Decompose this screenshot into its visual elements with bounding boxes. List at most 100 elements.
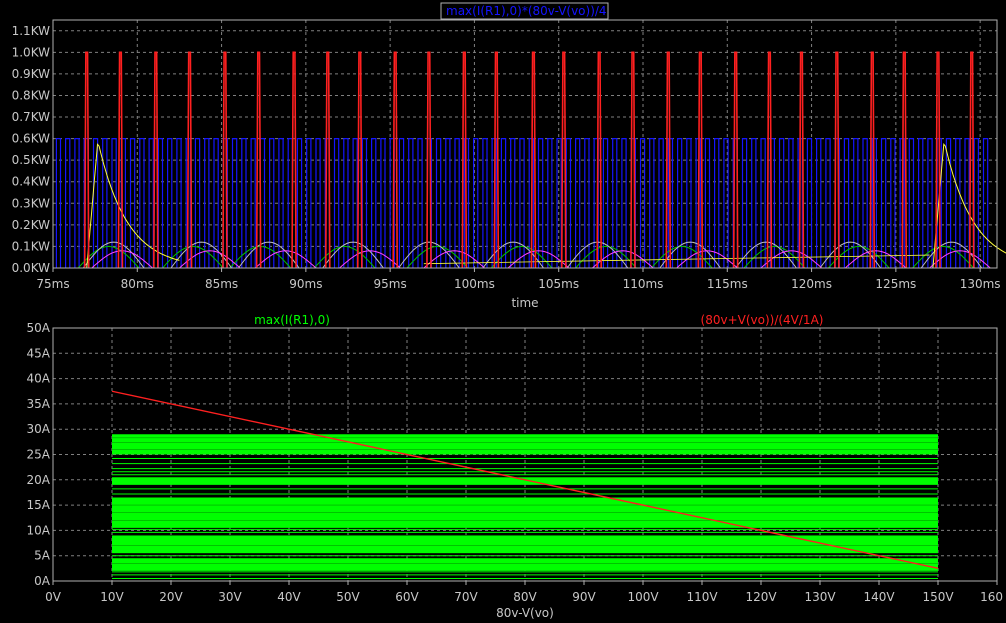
red-spike bbox=[222, 51, 228, 269]
bottom-y-tick-label: 10A bbox=[27, 523, 51, 537]
top-x-tick-label: 115ms bbox=[707, 277, 748, 291]
small-bump bbox=[406, 245, 469, 269]
red-spike bbox=[392, 51, 399, 269]
small-bump bbox=[490, 245, 553, 269]
bottom-chart-x-ticks: 0V 10V 20V 30V 40V 50V 60V 70V 80V 90V 100V 110V 120… bbox=[45, 581, 1003, 604]
bottom-y-tick-label: 50A bbox=[27, 321, 51, 335]
bottom-x-tick-label: 110V bbox=[686, 590, 718, 604]
bottom-chart-x-label[interactable]: 80v-V(vo) bbox=[496, 606, 554, 620]
bottom-chart: 0V 10V 20V 30V 40V 50V 60V 70V 80V 90V 100V 110V 120… bbox=[27, 313, 1003, 620]
bottom-y-tick-label: 25A bbox=[27, 448, 51, 462]
green-current-band bbox=[112, 434, 938, 455]
bottom-x-tick-label: 100V bbox=[627, 590, 659, 604]
top-y-tick-label: 0.0KW bbox=[12, 261, 51, 275]
top-x-tick-label: 100ms bbox=[454, 277, 495, 291]
top-x-tick-label: 110ms bbox=[623, 277, 664, 291]
legend-entry-expression[interactable]: (80v+V(vo))/(4V/1A) bbox=[701, 313, 824, 327]
red-spike bbox=[117, 51, 124, 269]
top-chart-frame bbox=[52, 19, 998, 269]
bottom-x-tick-label: 30V bbox=[218, 590, 242, 604]
bottom-x-tick-label: 140V bbox=[863, 590, 895, 604]
red-spike bbox=[255, 51, 262, 269]
bottom-y-tick-label: 30A bbox=[27, 422, 51, 436]
small-bump bbox=[507, 250, 570, 269]
yellow-bump bbox=[86, 143, 180, 269]
green-current-band bbox=[112, 477, 938, 485]
top-y-tick-label: 1.1KW bbox=[12, 24, 51, 38]
red-spike bbox=[766, 51, 773, 269]
bottom-x-tick-label: 150V bbox=[922, 590, 954, 604]
top-chart: 75ms 80ms 85ms 90ms 95ms 100ms 105ms 110ms 115ms… bbox=[12, 2, 1006, 310]
red-spike bbox=[291, 51, 297, 269]
top-x-tick-label: 120ms bbox=[791, 277, 832, 291]
top-y-tick-label: 0.6KW bbox=[12, 132, 51, 146]
red-spike bbox=[834, 51, 840, 269]
bottom-x-tick-label: 50V bbox=[336, 590, 360, 604]
bottom-x-tick-label: 60V bbox=[395, 590, 419, 604]
small-bump bbox=[238, 241, 300, 269]
bottom-x-tick-label: 120V bbox=[745, 590, 777, 604]
bottom-x-tick-label: 40V bbox=[277, 590, 301, 604]
red-spike bbox=[665, 51, 672, 269]
red-spike bbox=[596, 51, 602, 269]
red-spike bbox=[356, 51, 363, 269]
top-chart-grid bbox=[52, 20, 997, 269]
small-bump bbox=[592, 250, 654, 269]
top-chart-y-ticks: 0.0KW 0.1KW 0.2KW 0.3KW 0.4KW 0.5KW 0.6KW 0.7KW… bbox=[12, 24, 51, 275]
bottom-y-tick-label: 0A bbox=[34, 574, 51, 588]
small-bump bbox=[162, 245, 224, 269]
red-spike bbox=[530, 51, 537, 269]
red-spike bbox=[935, 51, 941, 269]
red-expression-line bbox=[111, 390, 939, 570]
top-chart-series bbox=[55, 51, 1006, 269]
yellow-bump bbox=[932, 143, 1006, 269]
bottom-x-tick-label: 130V bbox=[804, 590, 836, 604]
green-current-band bbox=[112, 535, 938, 554]
top-x-tick-label: 130ms bbox=[960, 277, 1001, 291]
top-y-tick-label: 0.1KW bbox=[12, 239, 51, 253]
small-bump bbox=[912, 245, 974, 269]
top-y-tick-label: 0.5KW bbox=[12, 153, 51, 167]
legend-entry-current[interactable]: max(I(R1),0) bbox=[254, 313, 330, 327]
top-chart-x-ticks: 75ms 80ms 85ms 90ms 95ms 100ms 105ms 110ms 115ms… bbox=[36, 268, 1001, 291]
top-x-tick-label: 95ms bbox=[374, 277, 407, 291]
red-spike bbox=[560, 51, 567, 269]
red-spike bbox=[732, 51, 739, 269]
top-y-tick-label: 0.2KW bbox=[12, 218, 51, 232]
bottom-x-tick-label: 90V bbox=[572, 590, 596, 604]
red-spike bbox=[426, 51, 432, 269]
bottom-y-tick-label: 20A bbox=[27, 473, 51, 487]
top-y-tick-label: 0.7KW bbox=[12, 110, 51, 124]
red-spike bbox=[798, 51, 805, 269]
red-spike bbox=[901, 51, 908, 269]
small-bump bbox=[339, 250, 401, 269]
bottom-chart-y-ticks: 0A 5A 10A 15A 20A 25A 30A 35A 40A 45A 50A bbox=[27, 321, 51, 588]
red-spike bbox=[697, 51, 704, 269]
bottom-x-tick-label: 0V bbox=[45, 590, 62, 604]
top-chart-x-label[interactable]: time bbox=[511, 296, 538, 310]
top-chart-title[interactable]: max(I(R1),0)*(80v-V(vo))/4 bbox=[446, 4, 607, 18]
bottom-x-tick-label: 160 bbox=[980, 590, 1003, 604]
red-spike bbox=[83, 51, 90, 269]
top-x-tick-label: 125ms bbox=[875, 277, 916, 291]
red-spike bbox=[630, 51, 636, 269]
top-y-tick-label: 0.3KW bbox=[12, 196, 51, 210]
small-bump bbox=[398, 241, 460, 269]
top-x-tick-label: 80ms bbox=[121, 277, 154, 291]
small-bump bbox=[735, 241, 797, 269]
top-x-tick-label: 105ms bbox=[538, 277, 579, 291]
top-x-tick-label: 85ms bbox=[205, 277, 238, 291]
top-chart-title-box[interactable] bbox=[440, 2, 609, 20]
top-y-tick-label: 0.4KW bbox=[12, 175, 51, 189]
red-spike bbox=[324, 51, 331, 269]
red-spike bbox=[493, 51, 500, 269]
small-bump bbox=[179, 250, 241, 269]
red-spike bbox=[186, 51, 193, 269]
small-bump bbox=[254, 250, 317, 269]
top-x-tick-label: 75ms bbox=[36, 277, 69, 291]
top-x-tick-label: 90ms bbox=[289, 277, 322, 291]
small-bump bbox=[170, 241, 233, 269]
red-spike bbox=[461, 51, 468, 269]
bottom-y-tick-label: 45A bbox=[27, 346, 51, 360]
bottom-chart-series bbox=[111, 390, 939, 579]
